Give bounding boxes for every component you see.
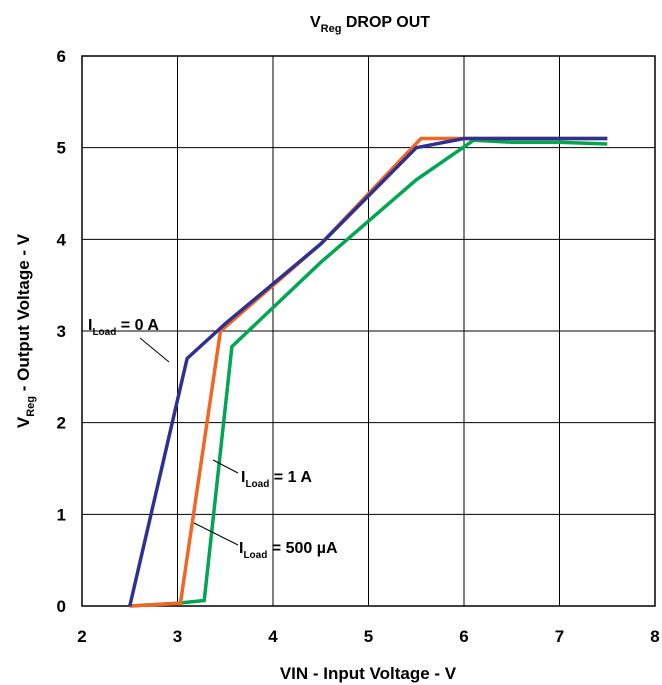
leader-line-1a [212, 459, 239, 474]
x-tick-label: 3 [173, 627, 182, 646]
y-tick-labels: 0 1 2 3 4 5 6 [57, 47, 67, 616]
y-tick-label: 1 [57, 505, 66, 524]
x-tick-label: 6 [459, 627, 468, 646]
series-line-500-a [129, 138, 608, 608]
leader-line-500ua [193, 522, 239, 546]
series-line-0-a [128, 136, 608, 607]
annotation-500ua: ILoad = 500 µA [239, 540, 338, 561]
y-axis-label: VReg - Output Voltage - V [14, 233, 37, 428]
x-tick-label: 4 [268, 627, 278, 646]
x-tick-label: 2 [77, 627, 86, 646]
y-tick-label: 5 [57, 139, 66, 158]
y-tick-label: 2 [57, 414, 66, 433]
plot-frame [81, 55, 656, 607]
x-tick-label: 7 [555, 627, 564, 646]
leader-line-0a [139, 337, 170, 363]
x-axis-label: VIN - Input Voltage - V [280, 664, 457, 683]
y-tick-label: 3 [57, 322, 66, 341]
x-tick-label: 5 [364, 627, 373, 646]
y-tick-label: 4 [57, 230, 67, 249]
series-lines [128, 136, 608, 608]
y-tick-label: 6 [57, 47, 66, 66]
x-tick-labels: 2 3 4 5 6 7 8 [77, 627, 659, 646]
x-tick-label: 8 [650, 627, 659, 646]
chart-title: VReg DROP OUT [310, 14, 430, 35]
y-tick-label: 0 [57, 597, 66, 616]
annotation-1a: ILoad = 1 A [241, 469, 312, 490]
annotation-0a: ILoad = 0 A [88, 317, 159, 338]
